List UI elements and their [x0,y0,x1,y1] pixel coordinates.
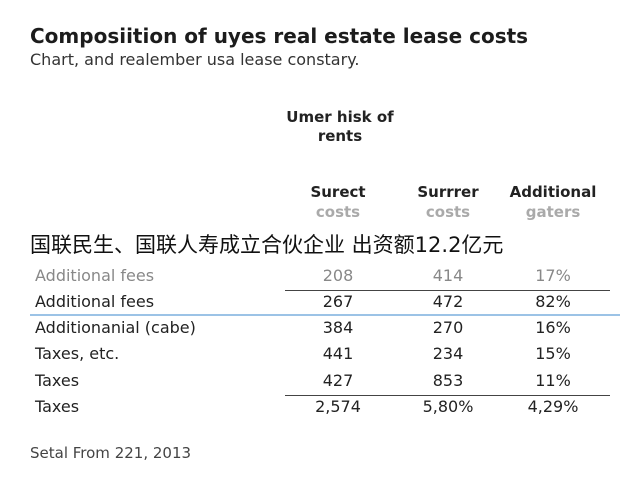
cell: 208 [322,266,354,285]
column-name: Additional [509,183,597,201]
table-row: Taxes 2,574 5,80% 4,29% [0,397,640,423]
table-row: Taxes 427 853 11% [0,371,640,397]
row-label: Additionanial (cabe) [35,318,196,337]
table-row: Additional fees 267 472 82% [0,292,640,318]
cell: 414 [432,266,464,285]
cell: 384 [322,318,354,337]
row-label: Taxes [35,371,80,390]
overlay-caption: 国联民生、国联人寿成立合伙企业 出资额12.2亿元 [30,229,504,259]
column-sub: costs [425,203,471,221]
column-name: Surect [310,183,366,201]
column-name: Surrrer [417,183,479,201]
cell: 267 [322,292,354,311]
cell: 472 [432,292,464,311]
cell: 17% [535,266,571,285]
row-label: Additional fees [35,266,155,285]
cell: 11% [535,371,571,390]
table-row: Taxes, etc. 441 234 15% [0,344,640,370]
cell: 441 [322,344,354,363]
cell: 2,574 [315,397,361,416]
cell: 234 [432,344,464,363]
rule [285,290,610,291]
rule [285,395,610,396]
table-row: Additional fees 208 414 17% [0,266,640,292]
column-header: Additional gaters [493,182,613,222]
cell: 853 [432,371,464,390]
row-label: Taxes [35,397,80,416]
group-header: Umer hisk of rents [286,108,394,145]
cell: 270 [432,318,464,337]
column-sub: gaters [525,203,581,221]
cell: 5,80% [422,397,474,416]
cell: 15% [535,344,571,363]
cell: 82% [535,292,571,311]
cell: 16% [535,318,571,337]
table-row: Additionanial (cabe) 384 270 16% [0,318,640,344]
column-sub: costs [315,203,361,221]
subtitle: Chart, and realember usa lease constary. [30,50,360,69]
column-header: Surrrer costs [388,182,508,222]
cell: 427 [322,371,354,390]
row-label: Taxes, etc. [35,344,120,363]
cell: 4,29% [527,397,579,416]
title: Composiition of uyes real estate lease c… [30,24,529,48]
selection-line [30,314,620,316]
row-label: Additional fees [35,292,155,311]
footer: Setal From 221, 2013 [30,444,192,462]
column-header: Surect costs [278,182,398,222]
